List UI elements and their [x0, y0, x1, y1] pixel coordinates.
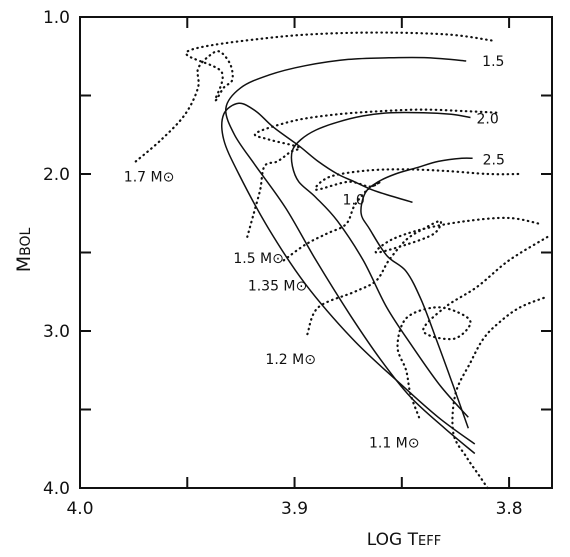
- y-tick-label: 4.0: [43, 479, 70, 499]
- x-tick-label: 3.8: [496, 499, 523, 519]
- isochrone-label-2-5: 2.5: [483, 152, 505, 168]
- axis-ticks: [79, 16, 552, 489]
- y-tick-label: 2.0: [43, 165, 70, 185]
- isochrone-2-5: [360, 157, 473, 429]
- x-axis-title: LOG TEFF: [367, 530, 441, 550]
- curve-labels: 1.0 1.5 2.0 2.5 1.7 M⊙ 1.5 M⊙ 1.35 M⊙ 1.2 M⊙ 1.1…: [124, 54, 505, 451]
- isochrone-label-1-5: 1.5: [482, 54, 504, 70]
- isochrones: [221, 56, 476, 455]
- plot-frame: [79, 16, 553, 489]
- track-1-35-mo: [282, 168, 521, 262]
- track-1-2-mo: [306, 216, 543, 336]
- track-label-1-7-mo: 1.7 M⊙: [124, 169, 175, 185]
- track-1-0-mo: [451, 295, 549, 490]
- isochrone-label-1-0: 1.0: [343, 192, 365, 208]
- x-tick-label: 3.9: [281, 499, 308, 519]
- y-axis-title-main: M: [13, 256, 35, 272]
- track-label-1-5-mo: 1.5 M⊙: [233, 251, 284, 267]
- y-tick-label: 1.0: [43, 8, 70, 28]
- y-tick-label: 3.0: [43, 322, 70, 342]
- x-tick-label: 4.0: [66, 499, 93, 519]
- isochrone-1-0: [221, 102, 476, 445]
- track-label-1-2-mo: 1.2 M⊙: [265, 352, 316, 368]
- x-axis-title-main: LOG T: [367, 530, 419, 550]
- x-axis-title-sub: EFF: [418, 534, 441, 549]
- y-axis-title-sub: BOL: [18, 228, 34, 256]
- y-axis-title: MBOL: [13, 228, 35, 273]
- y-tick-labels: 1.0 2.0 3.0 4.0: [43, 8, 70, 499]
- track-label-1-1-mo: 1.1 M⊙: [369, 435, 420, 451]
- isochrone-label-2-0: 2.0: [476, 111, 498, 127]
- track-1-5-mo: [246, 108, 500, 238]
- track-label-1-35-mo: 1.35 M⊙: [248, 278, 307, 294]
- evolutionary-tracks: [134, 31, 549, 490]
- isochrone-2-0: [290, 111, 471, 418]
- isochrone-1-5: [224, 56, 476, 455]
- track-1-1-mo: [396, 235, 549, 419]
- track-1-7-mo: [134, 31, 493, 163]
- x-tick-labels: 4.0 3.9 3.8: [66, 499, 522, 519]
